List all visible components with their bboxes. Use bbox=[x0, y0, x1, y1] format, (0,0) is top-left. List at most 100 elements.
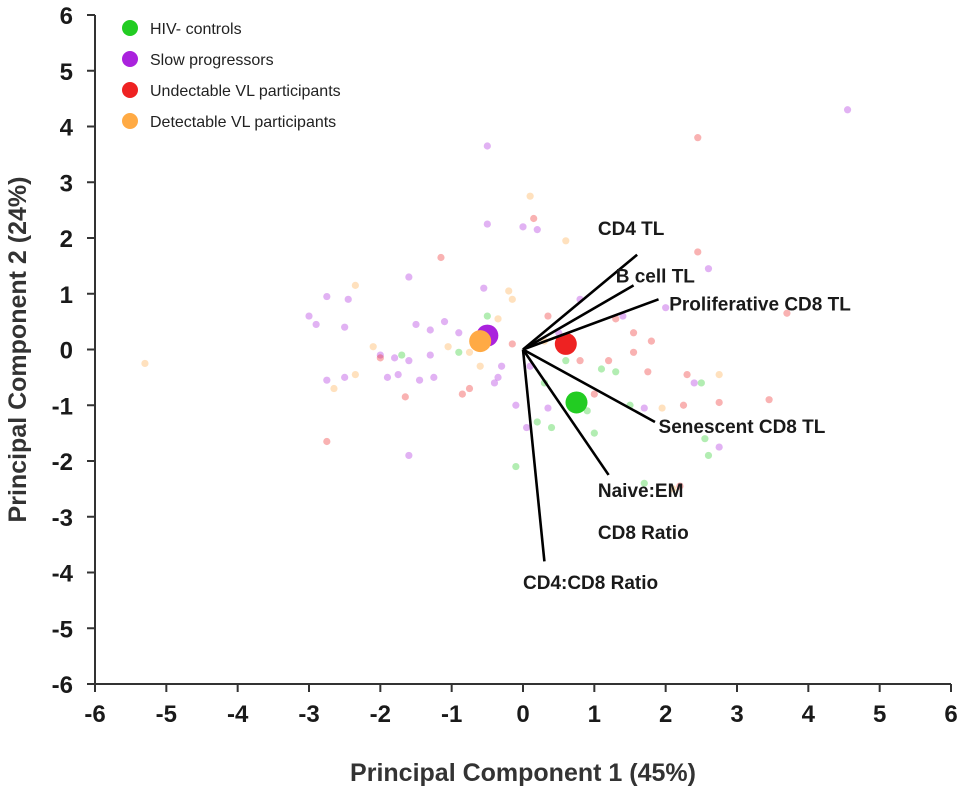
loading-label: B cell TL bbox=[616, 267, 696, 288]
scatter-point bbox=[426, 326, 434, 334]
y-tick-label: -4 bbox=[52, 561, 74, 588]
scatter-point bbox=[426, 351, 434, 359]
loading-vectors-layer: CD4 TL B cell TL Proliferative CD8 TL Senes… bbox=[521, 219, 851, 594]
legend-label: HIV- controls bbox=[150, 21, 242, 38]
scatter-point bbox=[376, 354, 384, 362]
loading-label: Naive:EM bbox=[598, 481, 684, 502]
legend-marker bbox=[122, 20, 138, 36]
scatter-point bbox=[562, 357, 570, 365]
x-tick-label: 1 bbox=[588, 701, 601, 728]
scatter-point bbox=[351, 370, 359, 379]
scatter-point bbox=[658, 404, 666, 412]
group-centroid bbox=[565, 391, 588, 414]
scatter-point bbox=[640, 404, 648, 412]
scatter-point bbox=[141, 359, 149, 368]
scatter-point bbox=[522, 423, 531, 432]
loading-label: Proliferative CD8 TL bbox=[669, 294, 851, 315]
scatter-point bbox=[391, 354, 399, 362]
scatter-point bbox=[341, 373, 349, 381]
scatter-point bbox=[629, 348, 638, 356]
scatter-point bbox=[369, 343, 377, 351]
scatter-point bbox=[533, 226, 541, 234]
legend-marker bbox=[122, 51, 138, 67]
y-tick-label: -3 bbox=[52, 505, 73, 532]
centroids-layer bbox=[469, 324, 588, 414]
x-tick-label: 2 bbox=[659, 701, 672, 728]
scatter-point bbox=[605, 357, 613, 365]
scatter-point bbox=[704, 451, 713, 460]
scatter-point bbox=[640, 479, 648, 487]
scatter-point bbox=[505, 287, 513, 295]
scatter-point bbox=[330, 384, 338, 393]
scatter-point bbox=[644, 368, 652, 376]
scatter-point bbox=[669, 485, 677, 493]
scatter-point bbox=[405, 451, 413, 460]
x-tick-label: 5 bbox=[873, 701, 886, 728]
scatter-point bbox=[430, 373, 438, 381]
scatter-point bbox=[765, 396, 773, 404]
scatter-point bbox=[444, 343, 452, 351]
scatter-point bbox=[676, 482, 684, 490]
scatter-point bbox=[483, 312, 491, 320]
y-tick-label: 0 bbox=[60, 338, 73, 365]
scatter-point bbox=[647, 337, 656, 345]
scatter-point bbox=[405, 273, 413, 281]
scatter-point bbox=[590, 429, 598, 437]
scatter-point bbox=[415, 376, 424, 384]
x-axis-title: Principal Component 1 (45%) bbox=[350, 759, 696, 787]
x-tick-label: 4 bbox=[802, 701, 816, 728]
scatter-point bbox=[612, 368, 620, 376]
x-tick-label: -6 bbox=[84, 701, 105, 728]
scatter-point bbox=[544, 312, 552, 320]
x-ticks: -6 -5 -4 -3 -2 -1 0 1 2 3 4 5 6 bbox=[84, 684, 958, 728]
scatter-point bbox=[498, 362, 506, 370]
scatter-point bbox=[530, 214, 538, 223]
scatter-point bbox=[405, 357, 413, 365]
scatter-point bbox=[512, 462, 520, 471]
legend: HIV- controls Slow progressors Undectable … bbox=[122, 20, 341, 131]
scatter-point bbox=[533, 418, 541, 426]
loading-vector bbox=[522, 284, 635, 351]
y-tick-label: 4 bbox=[60, 115, 74, 142]
scatter-point bbox=[465, 348, 474, 356]
scatter-point bbox=[383, 373, 392, 381]
y-tick-label: -2 bbox=[52, 449, 73, 476]
scatter-point bbox=[526, 192, 534, 200]
loading-label: CD4:CD8 Ratio bbox=[523, 573, 658, 594]
scatter-point bbox=[544, 404, 552, 412]
y-tick-label: -5 bbox=[52, 616, 73, 643]
scatter-point bbox=[351, 281, 359, 289]
scatter-point bbox=[519, 223, 527, 231]
loading-label: CD8 Ratio bbox=[598, 523, 689, 544]
y-axis-title: Principal Component 2 (24%) bbox=[4, 177, 32, 523]
y-tick-label: 6 bbox=[60, 3, 73, 30]
scatter-point bbox=[323, 376, 331, 384]
scatter-point bbox=[455, 348, 463, 356]
scatter-point bbox=[662, 304, 670, 312]
scatter-point bbox=[629, 329, 638, 337]
scatter-point bbox=[597, 365, 606, 373]
y-tick-label: 2 bbox=[60, 226, 73, 253]
scatter-point bbox=[697, 379, 705, 387]
scatter-point bbox=[437, 253, 445, 262]
scatter-point bbox=[704, 265, 713, 273]
y-tick-label: 5 bbox=[60, 59, 73, 86]
scatter-point bbox=[547, 423, 556, 432]
scatter-point bbox=[398, 351, 406, 359]
y-tick-label: -1 bbox=[52, 393, 73, 420]
scatter-point bbox=[476, 362, 484, 370]
scatter-point bbox=[494, 315, 502, 323]
scatter-point bbox=[458, 390, 466, 398]
scatter-point bbox=[376, 351, 384, 359]
scatter-point bbox=[576, 357, 584, 365]
scatter-point bbox=[683, 370, 691, 379]
loading-vector bbox=[521, 348, 610, 476]
scatter-point bbox=[323, 292, 331, 301]
scatter-point bbox=[490, 379, 499, 387]
x-tick-label: -2 bbox=[370, 701, 391, 728]
scatter-point bbox=[715, 398, 723, 407]
loading-label: CD4 TL bbox=[598, 219, 665, 240]
group-centroid bbox=[469, 330, 492, 353]
loading-vector bbox=[521, 349, 546, 562]
legend-marker bbox=[122, 82, 138, 98]
